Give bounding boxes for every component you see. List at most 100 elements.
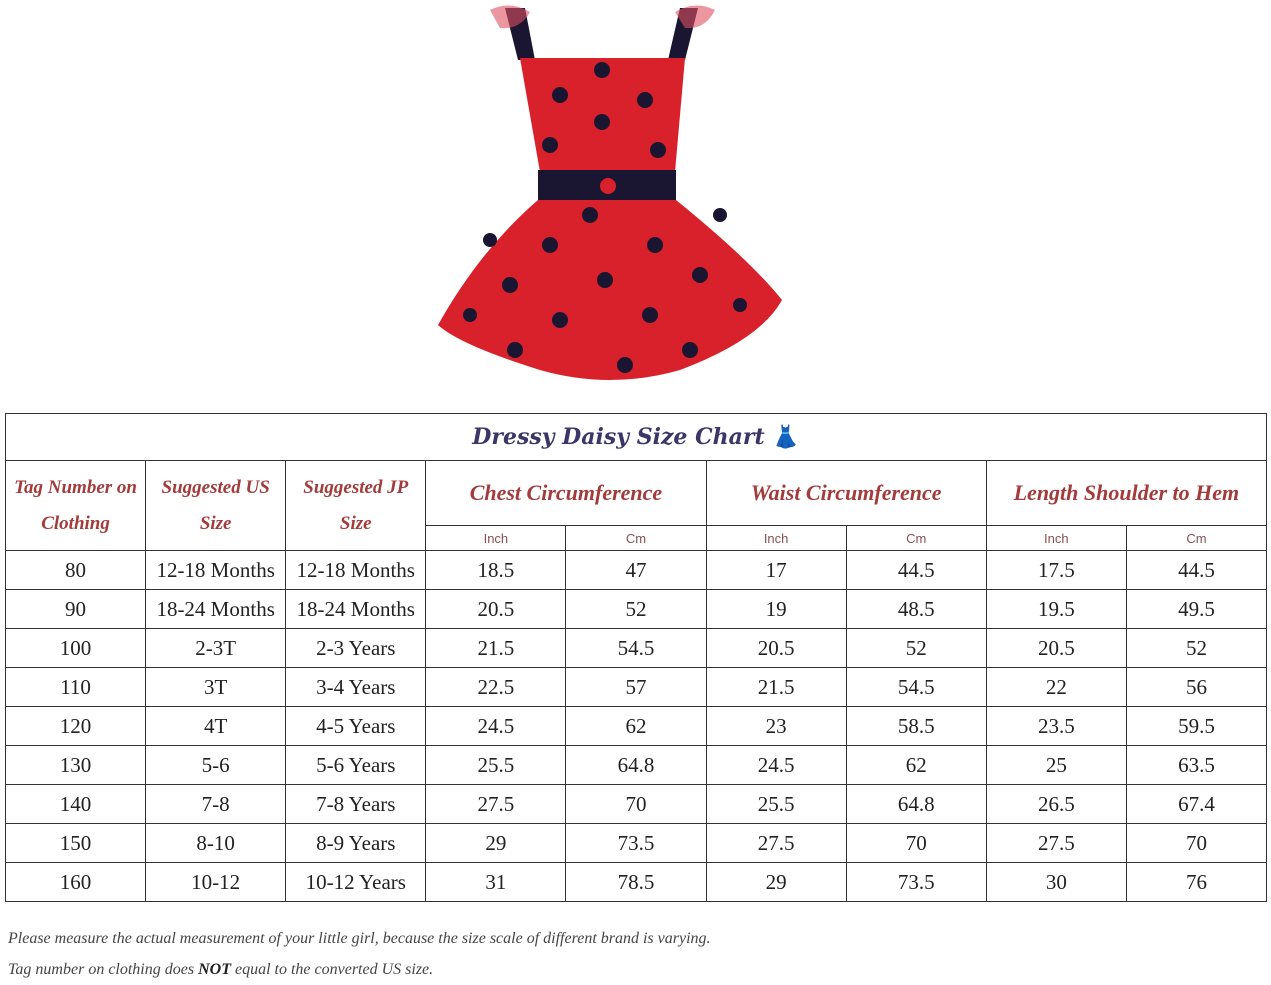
cell-waist-inch: 17 [705, 550, 847, 590]
header-waist: Waist Circumference [705, 460, 987, 526]
cell-us-size: 8-10 [145, 823, 287, 863]
cell-length-cm: 59.5 [1125, 706, 1268, 746]
title-text: Dressy Daisy Size Chart [472, 424, 765, 450]
cell-waist-cm: 54.5 [845, 667, 987, 707]
cell-length-inch: 20.5 [985, 628, 1127, 668]
cell-us-size: 12-18 Months [145, 550, 287, 590]
cell-chest-inch: 25.5 [425, 745, 567, 785]
cell-chest-inch: 29 [425, 823, 567, 863]
cell-us-size: 3T [145, 667, 287, 707]
size-rows: 80 12-18 Months 12-18 Months 18.5 47 17 44.5 17… [4, 550, 1268, 902]
cell-us-size: 5-6 [145, 745, 287, 785]
note-text: Tag number on clothing does [8, 961, 199, 978]
header-jp-size: Suggested JP Size [285, 460, 427, 551]
cell-us-size: 4T [145, 706, 287, 746]
table-row: 130 5-6 5-6 Years 25.5 64.8 24.5 62 25 63.5 [4, 745, 1268, 785]
cell-jp-size: 8-9 Years [285, 823, 427, 863]
cell-length-cm: 67.4 [1125, 784, 1268, 824]
cell-waist-cm: 44.5 [845, 550, 987, 590]
cell-length-cm: 76 [1125, 862, 1268, 902]
dress-icon: 👗 [772, 424, 800, 450]
table-row: 90 18-24 Months 18-24 Months 20.5 52 19 48.5 19… [4, 589, 1268, 629]
cell-chest-inch: 31 [425, 862, 567, 902]
cell-chest-cm: 57 [565, 667, 707, 707]
unit-inch: Inch [985, 525, 1127, 551]
cell-waist-cm: 48.5 [845, 589, 987, 629]
cell-jp-size: 5-6 Years [285, 745, 427, 785]
cell-chest-cm: 52 [565, 589, 707, 629]
header-tag-number: Tag Number on Clothing [4, 460, 147, 551]
table-row: 80 12-18 Months 12-18 Months 18.5 47 17 44.5 17… [4, 550, 1268, 590]
cell-tag-number: 110 [4, 667, 147, 707]
note-tag: Tag number on clothing does NOT equal to… [8, 961, 433, 979]
cell-chest-inch: 24.5 [425, 706, 567, 746]
cell-length-inch: 25 [985, 745, 1127, 785]
cell-length-inch: 27.5 [985, 823, 1127, 863]
table-row: 150 8-10 8-9 Years 29 73.5 27.5 70 27.5 70 [4, 823, 1268, 863]
note-measure: Please measure the actual measurement of… [8, 930, 711, 947]
cell-waist-cm: 64.8 [845, 784, 987, 824]
cell-chest-cm: 73.5 [565, 823, 707, 863]
cell-length-cm: 44.5 [1125, 550, 1268, 590]
cell-jp-size: 4-5 Years [285, 706, 427, 746]
cell-length-cm: 63.5 [1125, 745, 1268, 785]
unit-inch: Inch [425, 525, 567, 551]
cell-tag-number: 80 [4, 550, 147, 590]
table-row: 140 7-8 7-8 Years 27.5 70 25.5 64.8 26.5 67.4 [4, 784, 1268, 824]
size-chart-title: Dressy Daisy Size Chart 👗 [5, 413, 1267, 461]
note-emphasis: NOT [198, 961, 231, 978]
cell-chest-cm: 62 [565, 706, 707, 746]
cell-chest-cm: 54.5 [565, 628, 707, 668]
cell-chest-cm: 64.8 [565, 745, 707, 785]
cell-waist-cm: 70 [845, 823, 987, 863]
table-row: 110 3T 3-4 Years 22.5 57 21.5 54.5 22 56 [4, 667, 1268, 707]
cell-chest-inch: 21.5 [425, 628, 567, 668]
cell-chest-inch: 22.5 [425, 667, 567, 707]
cell-length-cm: 49.5 [1125, 589, 1268, 629]
cell-tag-number: 90 [4, 589, 147, 629]
cell-tag-number: 150 [4, 823, 147, 863]
unit-cm: Cm [1125, 525, 1268, 551]
cell-us-size: 7-8 [145, 784, 287, 824]
cell-length-inch: 17.5 [985, 550, 1127, 590]
cell-chest-cm: 47 [565, 550, 707, 590]
cell-chest-cm: 78.5 [565, 862, 707, 902]
cell-jp-size: 10-12 Years [285, 862, 427, 902]
cell-chest-inch: 27.5 [425, 784, 567, 824]
cell-tag-number: 160 [4, 862, 147, 902]
cell-waist-inch: 23 [705, 706, 847, 746]
header-length: Length Shoulder to Hem [985, 460, 1268, 526]
cell-waist-inch: 21.5 [705, 667, 847, 707]
cell-length-inch: 26.5 [985, 784, 1127, 824]
cell-waist-cm: 73.5 [845, 862, 987, 902]
cell-chest-cm: 70 [565, 784, 707, 824]
cell-waist-inch: 29 [705, 862, 847, 902]
table-row: 160 10-12 10-12 Years 31 78.5 29 73.5 30 76 [4, 862, 1268, 902]
cell-waist-inch: 19 [705, 589, 847, 629]
unit-cm: Cm [845, 525, 987, 551]
cell-tag-number: 130 [4, 745, 147, 785]
cell-waist-cm: 52 [845, 628, 987, 668]
table-row: 100 2-3T 2-3 Years 21.5 54.5 20.5 52 20.5 52 [4, 628, 1268, 668]
cell-chest-inch: 20.5 [425, 589, 567, 629]
size-chart-table: Dressy Daisy Size Chart 👗 Tag Number on … [4, 413, 1268, 902]
cell-length-cm: 52 [1125, 628, 1268, 668]
header-chest: Chest Circumference [425, 460, 707, 526]
note-text: equal to the converted US size. [230, 961, 434, 978]
cell-length-inch: 23.5 [985, 706, 1127, 746]
cell-us-size: 10-12 [145, 862, 287, 902]
table-row: 120 4T 4-5 Years 24.5 62 23 58.5 23.5 59.5 [4, 706, 1268, 746]
cell-length-cm: 70 [1125, 823, 1268, 863]
cell-waist-inch: 25.5 [705, 784, 847, 824]
unit-inch: Inch [705, 525, 847, 551]
cell-jp-size: 7-8 Years [285, 784, 427, 824]
cell-us-size: 18-24 Months [145, 589, 287, 629]
unit-cm: Cm [565, 525, 707, 551]
cell-jp-size: 2-3 Years [285, 628, 427, 668]
cell-chest-inch: 18.5 [425, 550, 567, 590]
cell-length-inch: 30 [985, 862, 1127, 902]
cell-waist-cm: 58.5 [845, 706, 987, 746]
cell-waist-inch: 27.5 [705, 823, 847, 863]
cell-length-cm: 56 [1125, 667, 1268, 707]
cell-length-inch: 19.5 [985, 589, 1127, 629]
